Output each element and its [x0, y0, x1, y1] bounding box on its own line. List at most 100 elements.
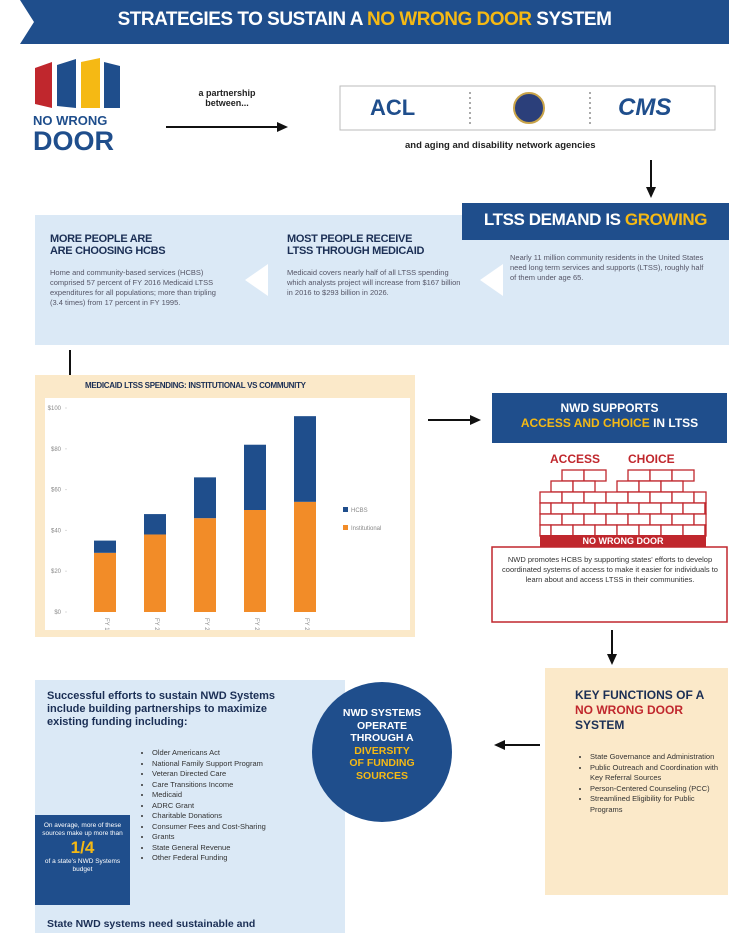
brick	[639, 503, 661, 514]
partnership-label: a partnership between...	[182, 88, 272, 108]
legend-swatch	[343, 507, 348, 512]
funding-heading: Successful efforts to sustain NWD System…	[47, 690, 287, 729]
logo-door	[57, 59, 76, 108]
supports-highlight: ACCESS AND CHOICE	[521, 416, 650, 430]
bar-segment	[94, 541, 116, 553]
legend-swatch	[343, 525, 348, 530]
functions-heading: KEY FUNCTIONS OF ANO WRONG DOORSYSTEM	[575, 688, 704, 733]
list-item: Veteran Directed Care	[152, 769, 352, 780]
arrow-head	[277, 122, 288, 132]
brick	[617, 525, 639, 536]
brick	[672, 470, 694, 481]
functions-line: SYSTEM	[575, 718, 704, 733]
choice-label: CHOICE	[628, 452, 675, 466]
brick	[639, 525, 661, 536]
logo-door	[81, 58, 100, 108]
x-tick-label: FY 2000	[153, 618, 159, 630]
bar-segment	[94, 553, 116, 612]
seal	[514, 93, 544, 123]
brick	[573, 525, 595, 536]
circle-line: NWD SYSTEMS	[312, 707, 452, 720]
brick	[683, 525, 705, 536]
x-tick-label: FY 1995	[103, 618, 109, 630]
brick	[573, 481, 595, 492]
funding-list: Older Americans ActNational Family Suppo…	[140, 748, 352, 864]
brick	[584, 514, 606, 525]
brick	[650, 492, 672, 503]
brick	[694, 492, 706, 503]
list-item: Streamlined Eligibility for Public Progr…	[590, 794, 720, 815]
x-tick-label: FY 2015	[303, 618, 309, 630]
brick	[540, 514, 562, 525]
brick-wall	[540, 470, 706, 536]
list-item: State General Revenue	[152, 843, 352, 854]
bar-segment	[294, 416, 316, 502]
brick	[562, 470, 584, 481]
column-text: Nearly 11 million community residents in…	[510, 253, 710, 283]
infographic: STRATEGIES TO SUSTAIN A NO WRONG DOOR SY…	[0, 0, 729, 933]
header-title: STRATEGIES TO SUSTAIN A NO WRONG DOOR SY…	[0, 9, 729, 31]
brick	[650, 470, 672, 481]
functions-highlight: NO WRONG DOOR	[575, 703, 704, 718]
list-item: Person-Centered Counseling (PCC)	[590, 784, 720, 795]
brick	[584, 470, 606, 481]
heading-line: LTSS THROUGH MEDICAID	[287, 245, 424, 257]
brick	[705, 503, 706, 514]
arrow-head	[646, 187, 656, 198]
brick	[694, 514, 706, 525]
demand-title: LTSS DEMAND IS GROWING	[462, 210, 729, 230]
column-heading: MOST PEOPLE RECEIVELTSS THROUGH MEDICAID	[287, 233, 424, 257]
list-item: Other Federal Funding	[152, 853, 352, 864]
legend-label: HCBS	[351, 508, 368, 514]
brick	[595, 525, 617, 536]
brick	[617, 503, 639, 514]
funding-footer: State NWD systems need sustainable and	[47, 918, 255, 930]
partner-logo: ACL	[370, 95, 415, 121]
brick	[661, 481, 683, 492]
heading-line: ARE CHOOSING HCBS	[50, 245, 165, 257]
arrow-head	[470, 415, 481, 425]
bar-segment	[144, 534, 166, 612]
callout-text: of a state's NWD Systems budget	[37, 858, 128, 874]
logo-door	[35, 62, 52, 108]
demand-title-highlight: GROWING	[625, 210, 707, 229]
functions-line: KEY FUNCTIONS OF A	[575, 688, 704, 703]
brick	[540, 503, 551, 514]
list-item: Medicaid	[152, 790, 352, 801]
partner-logo: CMS	[618, 94, 671, 122]
callout: On average, more of these sources make u…	[37, 822, 128, 874]
brick	[584, 492, 606, 503]
arrow-head	[607, 654, 617, 665]
y-tick-label: $40	[51, 528, 62, 534]
y-tick-label: $80	[51, 447, 62, 453]
brick	[683, 503, 705, 514]
list-item: Older Americans Act	[152, 748, 352, 759]
column-text: Medicaid covers nearly half of all LTSS …	[287, 268, 467, 298]
list-item: National Family Support Program	[152, 759, 352, 770]
callout-text: On average, more of these sources make u…	[37, 822, 128, 838]
list-item: ADRC Grant	[152, 801, 352, 812]
brick	[551, 481, 573, 492]
network-text: and aging and disability network agencie…	[405, 140, 596, 151]
brick	[540, 492, 562, 503]
legend-label: Institutional	[351, 526, 381, 532]
circle-line: THROUGH A	[312, 732, 452, 745]
wall-label: NO WRONG DOOR	[540, 536, 706, 546]
arrow-head	[494, 740, 505, 750]
list-item: Care Transitions Income	[152, 780, 352, 791]
brick	[628, 514, 650, 525]
column-text: Home and community-based services (HCBS)…	[50, 268, 230, 308]
brick	[672, 514, 694, 525]
brick	[562, 492, 584, 503]
bar-segment	[244, 445, 266, 510]
demand-title-text: LTSS DEMAND IS	[484, 210, 621, 229]
brick	[540, 525, 551, 536]
title-text: SYSTEM	[536, 9, 611, 30]
bar-segment	[244, 510, 266, 612]
brick	[672, 492, 694, 503]
supports-text: NWD promotes HCBS by supporting states' …	[500, 555, 720, 585]
y-tick-label: $60	[51, 488, 62, 494]
x-tick-label: FY 2005	[203, 618, 209, 630]
